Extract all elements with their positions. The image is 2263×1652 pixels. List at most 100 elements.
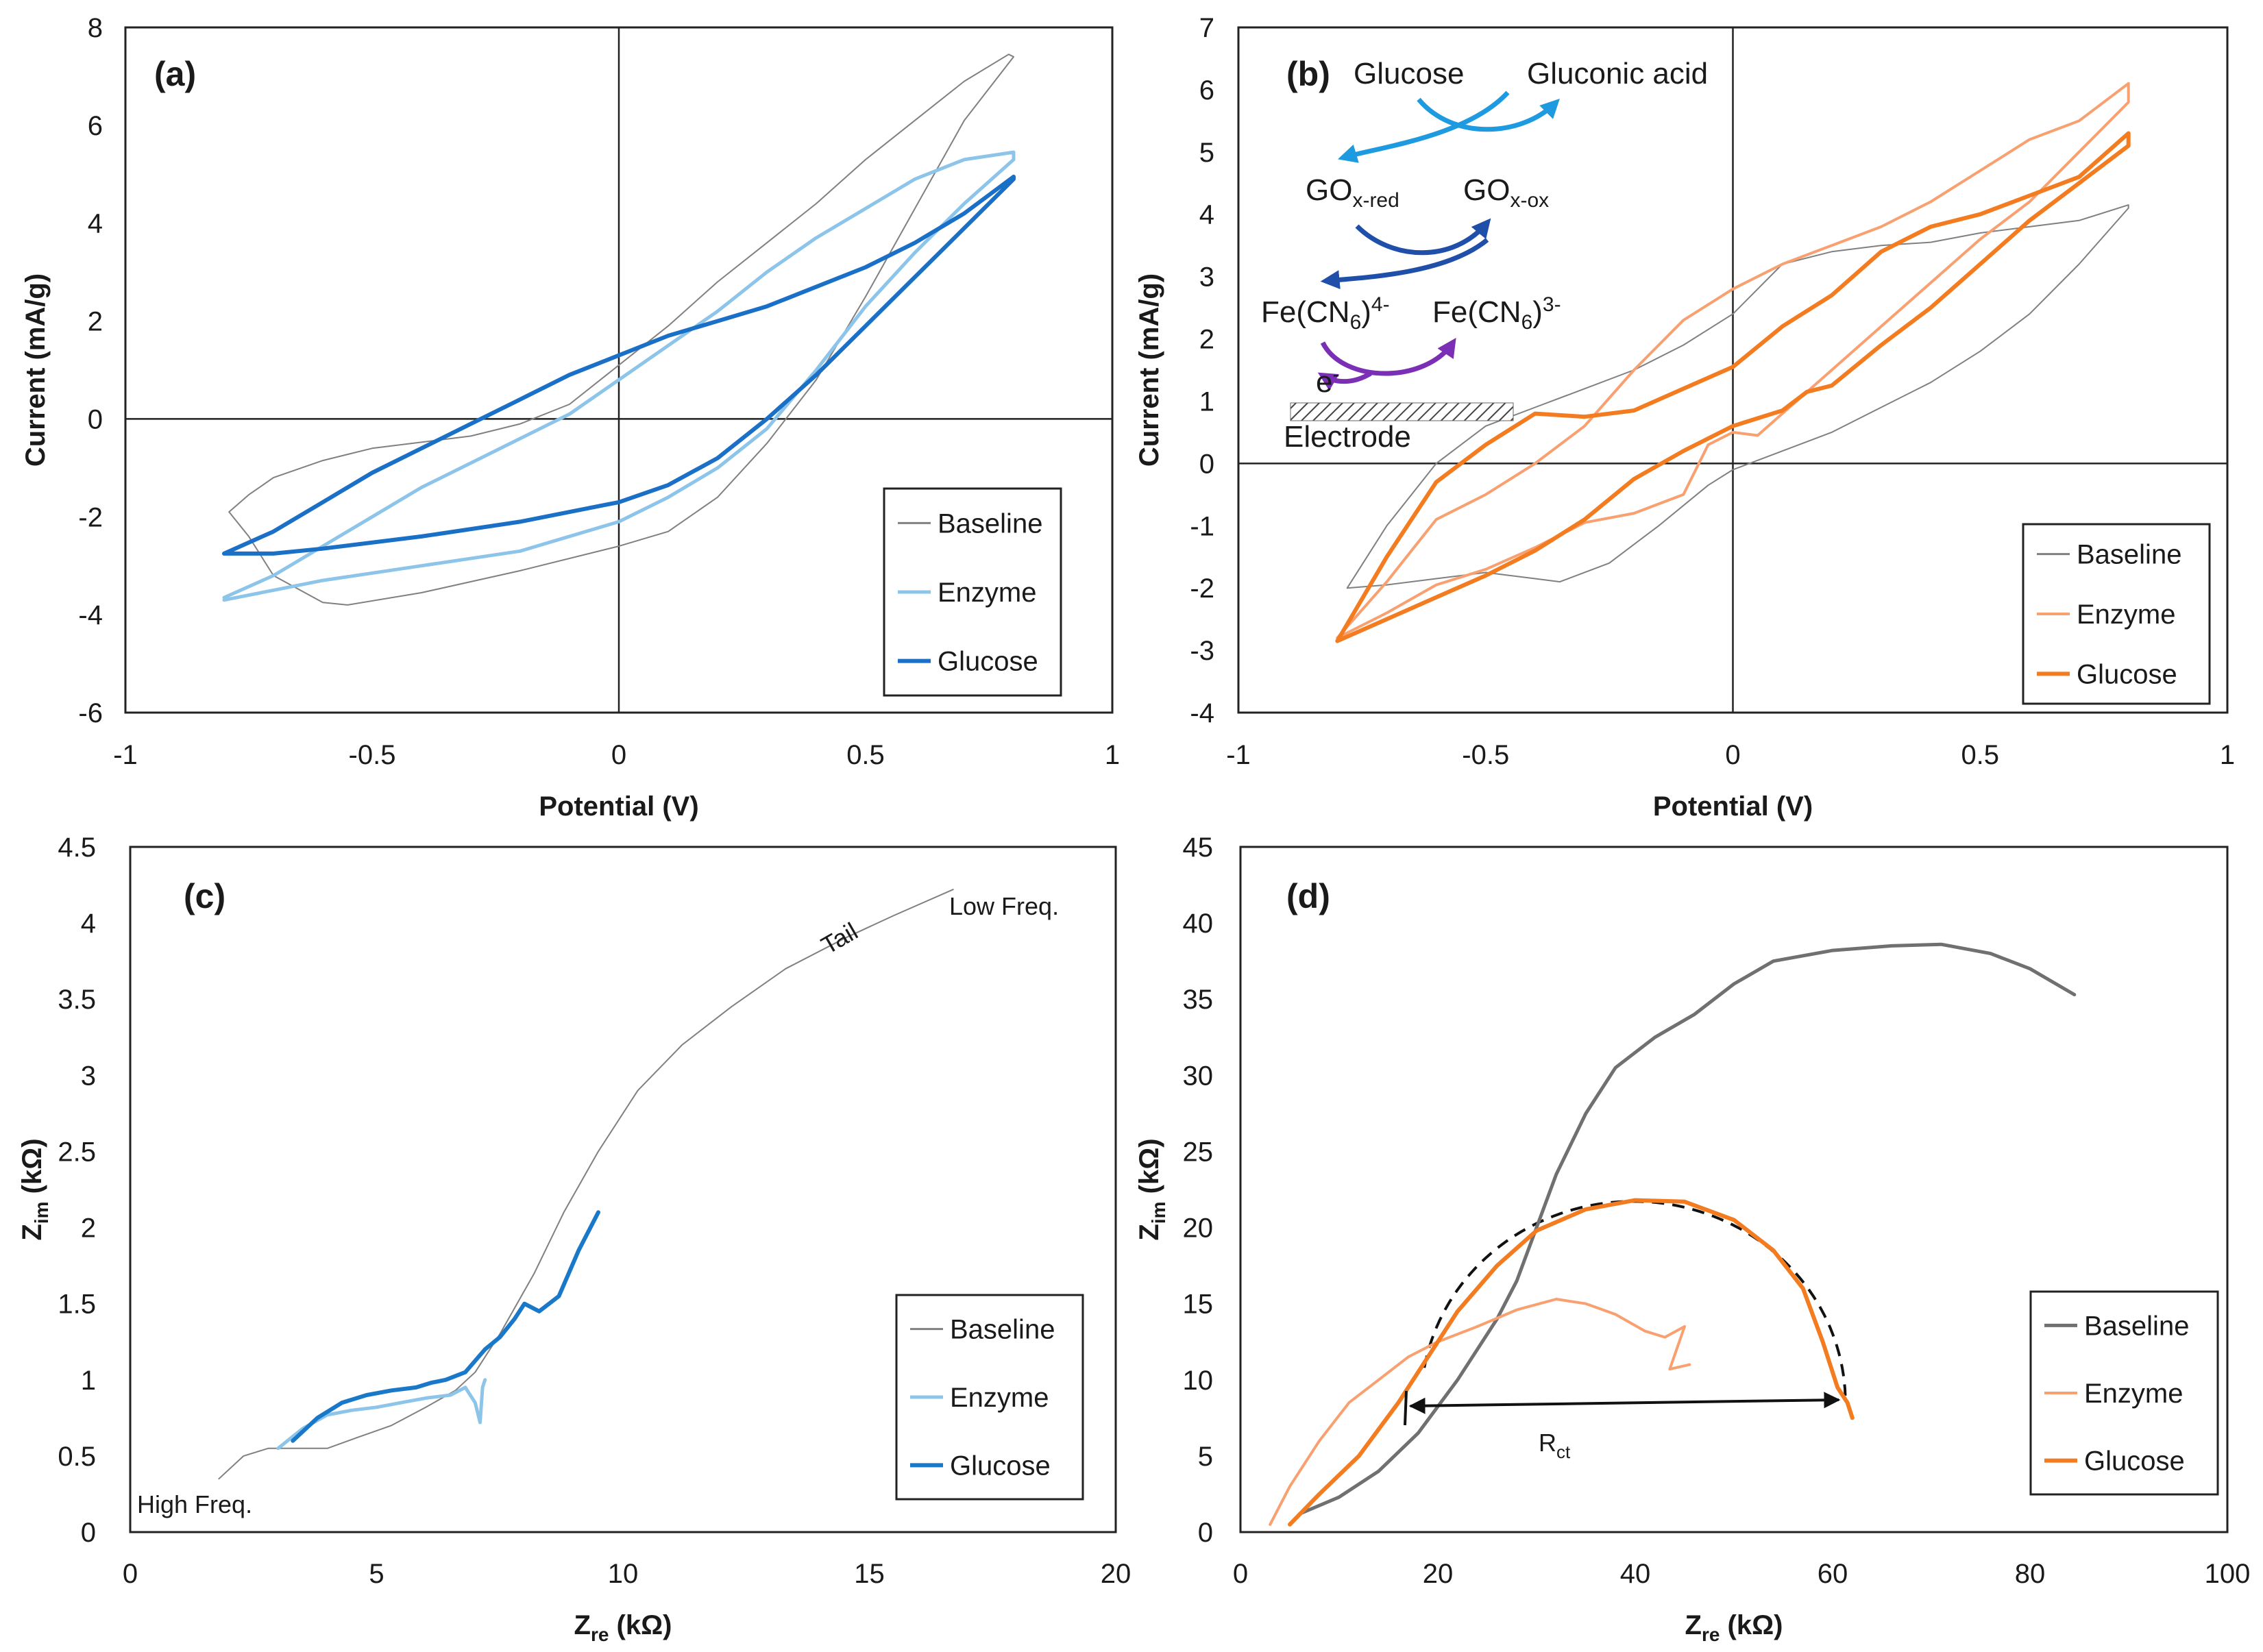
scheme-gox-red-label: GOx-red: [1306, 173, 1399, 212]
legend-a: Baseline Enzyme Glucose: [883, 487, 1062, 697]
y-tick-label: 3: [1199, 262, 1214, 293]
x-tick-label: 5: [369, 1559, 384, 1589]
panel-d-annotations: Rct: [1404, 1390, 1841, 1462]
scheme-gox-ox-label: GOx-ox: [1463, 173, 1549, 212]
x-axis-title-a: Potential (V): [539, 791, 698, 822]
series-line-baseline: [218, 889, 954, 1480]
y-tick-label: 15: [1183, 1290, 1214, 1320]
legend-d: Baseline Enzyme Glucose: [2029, 1290, 2219, 1496]
y-tick-label: 6: [88, 111, 103, 141]
x-tick-label: -1: [1226, 740, 1251, 770]
y-tick-label: 25: [1183, 1137, 1214, 1167]
x-tick-label: -1: [113, 740, 138, 770]
series-line-glucose: [1335, 131, 2131, 643]
y-tick-label: 4: [88, 209, 103, 239]
series-line-enzyme: [1269, 1298, 1691, 1526]
y-tick-label: 40: [1183, 909, 1214, 939]
panel-label-b: (b): [1286, 55, 1330, 93]
y-tick-label: 30: [1183, 1061, 1214, 1091]
series-line-enzyme: [1336, 82, 2130, 639]
y-tick-label: 20: [1183, 1213, 1214, 1244]
y-tick-label: 1: [1199, 386, 1214, 417]
y-tick-label: 0: [1198, 1518, 1213, 1548]
y-tick-label: 3: [81, 1061, 96, 1091]
y-tick-label: -2: [78, 502, 103, 532]
y-tick-label: 2: [81, 1213, 96, 1244]
y-tick-label: -2: [1190, 574, 1214, 604]
y-tick-label: 5: [1198, 1442, 1213, 1472]
reaction-scheme: Glucose Gluconic acid GOx-red GOx-ox Fe(…: [1261, 57, 1708, 454]
series-line-glucose: [1288, 1198, 1855, 1527]
y-tick-label: 8: [88, 13, 103, 43]
scheme-ferricyanide-label: Fe(CN6)3-: [1432, 293, 1561, 334]
fit-curve-dashed: [1423, 1200, 1847, 1396]
scheme-top-arc-right: [1417, 97, 1560, 132]
legend-label-baseline: Baseline: [2077, 540, 2181, 570]
y-axis-title-a: Current (mA/g): [21, 273, 51, 467]
series-line-baseline: [1297, 942, 2077, 1516]
x-tick-label: 20: [1423, 1559, 1454, 1589]
series-line-baseline: [1346, 204, 2129, 589]
plot-frame-c: [129, 846, 1117, 1533]
y-tick-label: 0: [88, 404, 103, 434]
legend-label-enzyme: Enzyme: [2077, 600, 2176, 630]
y-tick-label: 4: [81, 909, 96, 939]
x-tick-label: 20: [1101, 1559, 1132, 1589]
scheme-bottom-arc: [1320, 338, 1456, 376]
x-tick-label: 80: [2015, 1559, 2046, 1589]
x-tick-label: -0.5: [1462, 740, 1509, 770]
legend-c: Baseline Enzyme Glucose: [895, 1294, 1084, 1501]
y-tick-label: 6: [1199, 75, 1214, 106]
panel-label-a: (a): [154, 55, 196, 93]
high-freq-label: High Freq.: [137, 1490, 252, 1518]
scheme-ferrocyanide-label: Fe(CN6)4-: [1261, 293, 1390, 334]
scheme-mid-arc: [1320, 238, 1489, 290]
y-tick-label: 2: [88, 307, 103, 337]
scheme-electron-label: e-: [1316, 363, 1339, 399]
scheme-mid-arc-right: [1355, 218, 1491, 256]
plot-frame-d: [1239, 846, 2229, 1533]
x-tick-label: 0: [1725, 740, 1740, 770]
y-tick-label: 4.5: [58, 833, 96, 863]
legend-label-glucose: Glucose: [2084, 1446, 2185, 1477]
y-tick-label: 3.5: [58, 985, 96, 1015]
legend-label-enzyme: Enzyme: [950, 1383, 1049, 1413]
y-tick-label: 10: [1183, 1366, 1214, 1396]
y-tick-label: 1.5: [58, 1290, 96, 1320]
legend-b: Baseline Enzyme Glucose: [2022, 523, 2211, 705]
scheme-glucose-label: Glucose: [1354, 57, 1464, 90]
scheme-bottom-arc-left: [1317, 371, 1372, 391]
scheme-top-arc: [1337, 90, 1510, 163]
x-tick-label: 1: [1105, 740, 1120, 770]
x-tick-label: 1: [2220, 740, 2235, 770]
x-tick-label: 100: [2205, 1559, 2251, 1589]
x-tick-label: 0: [123, 1559, 138, 1589]
scheme-electrode-bar: [1290, 402, 1514, 421]
panel-label-d: (d): [1286, 877, 1330, 915]
panel-label-c: (c): [184, 877, 225, 915]
series-line-enzyme: [222, 150, 1016, 602]
x-tick-label: 15: [854, 1559, 885, 1589]
rct-label: Rct: [1539, 1429, 1571, 1462]
x-tick-label: 60: [1818, 1559, 1848, 1589]
y-tick-label: 35: [1183, 985, 1214, 1015]
panel-a-chart: -1 -0.5 0 0.5 1 -6 -4 -2 0 2 4 6 8 Potential (V) Curre…: [21, 13, 1120, 822]
legend-label-glucose: Glucose: [950, 1451, 1051, 1481]
series-line-enzyme: [276, 1378, 487, 1451]
y-axis-title-c: Zim (kΩ): [17, 1138, 52, 1240]
y-tick-label: -6: [78, 698, 103, 728]
y-tick-label: 1: [81, 1366, 96, 1396]
y-tick-label: 7: [1199, 13, 1214, 43]
y-tick-label: 4: [1199, 200, 1214, 230]
x-tick-label: -0.5: [349, 740, 396, 770]
y-tick-label: 0.5: [58, 1442, 96, 1472]
series-line-glucose: [291, 1210, 600, 1443]
x-axis-title-d: Zre (kΩ): [1685, 1610, 1783, 1645]
y-tick-label: 0: [81, 1518, 96, 1548]
panel-d-chart: 0 20 40 60 80 100 0 5 10 15 20 25 30 35 40 45 Zre (kΩ) Zi…: [1134, 833, 2250, 1645]
y-tick-label: -4: [78, 600, 103, 630]
y-tick-label: 2: [1199, 325, 1214, 355]
x-tick-label: 0: [611, 740, 626, 770]
tail-label: Tail: [816, 917, 862, 960]
